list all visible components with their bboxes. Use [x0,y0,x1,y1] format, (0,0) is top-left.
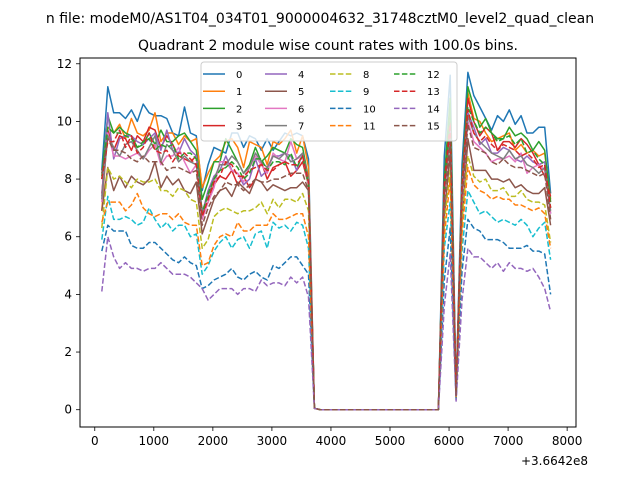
legend-label-7: 7 [298,122,304,133]
x-tick-label: 8000 [552,434,583,448]
legend-frame [200,61,458,142]
series-line-6 [101,120,552,411]
y-tick-label: 6 [64,230,72,244]
x-tick-label: 3000 [257,434,288,448]
plot-area-frame [79,57,577,428]
x-tick-label: 6000 [434,434,465,448]
series-layer [101,71,552,411]
series-line-11 [101,166,552,411]
x-tick-label: 0 [91,434,99,448]
x-tick-label: 4000 [316,434,347,448]
axis-ticks: 0 1000 2000 3000 4000 5000 6000 7000 80000246810… [57,57,583,448]
y-tick-label: 10 [57,114,72,128]
y-tick-label: 2 [64,345,72,359]
x-axis-offset-label: +3.6642e8 [521,454,588,468]
legend-label-0: 0 [236,70,242,81]
legend-label-14: 14 [427,104,440,115]
chart-title: Quadrant 2 module wise count rates with … [138,38,518,54]
x-tick-label: 5000 [375,434,406,448]
series-line-5 [101,137,552,411]
series-line-15 [101,123,552,411]
y-tick-label: 12 [57,57,72,71]
series-line-8 [101,155,552,411]
legend-label-2: 2 [236,104,242,115]
legend-label-9: 9 [363,87,369,98]
y-tick-label: 0 [64,403,72,417]
series-line-10 [101,218,552,411]
x-tick-label: 7000 [493,434,524,448]
x-tick-label: 1000 [139,434,170,448]
legend-label-11: 11 [363,122,376,133]
y-tick-label: 8 [64,172,72,186]
series-line-7 [101,114,552,411]
legend-label-3: 3 [236,122,242,133]
y-tick-label: 4 [64,287,72,301]
legend-label-15: 15 [427,122,440,133]
legend-label-1: 1 [236,87,242,98]
legend-label-13: 13 [427,87,440,98]
x-tick-label: 2000 [198,434,229,448]
legend-label-6: 6 [298,104,304,115]
legend-label-12: 12 [427,70,440,81]
legend-label-4: 4 [298,70,304,81]
series-line-13 [101,109,552,411]
figure-suptitle: n file: modeM0/AS1T04_034T01_9000004632_… [46,11,594,27]
series-line-14 [101,235,552,411]
series-line-0 [101,71,552,411]
series-line-12 [101,106,552,411]
legend-label-10: 10 [363,104,376,115]
series-line-3 [101,97,552,411]
legend-label-5: 5 [298,87,304,98]
series-line-9 [101,189,552,411]
legend-label-8: 8 [363,70,369,81]
